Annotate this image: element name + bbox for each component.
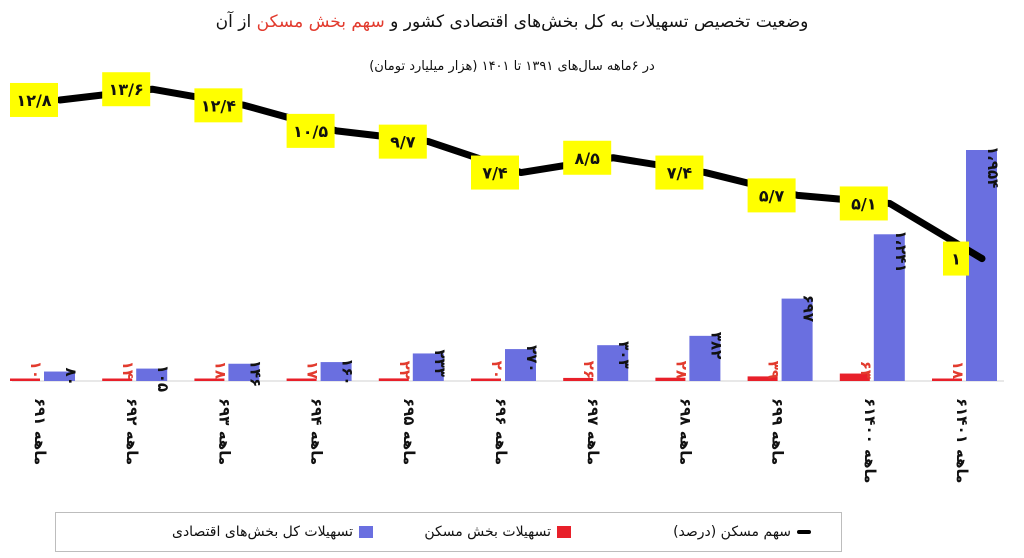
legend-label-housing: تسهیلات بخش مسکن bbox=[424, 524, 551, 540]
bar-housing bbox=[932, 378, 962, 381]
data-label-housing: ۲۶ bbox=[580, 361, 598, 379]
data-label-share-bg bbox=[102, 72, 151, 107]
data-label-share-bg bbox=[747, 178, 796, 213]
data-label-housing: ۶۳ bbox=[857, 361, 875, 379]
x-tick-label: ۶ماهه ۹۶ bbox=[492, 398, 510, 465]
x-tick-label: ۶ماهه ۹۵ bbox=[400, 398, 418, 465]
x-tick-label: ۶ماهه ۱۴۰۱ bbox=[953, 398, 971, 483]
legend-item-total: تسهیلات کل بخش‌های اقتصادی bbox=[172, 522, 373, 542]
bar-total bbox=[781, 298, 813, 381]
data-label-total: ۳۰۳ bbox=[615, 341, 633, 368]
bar-total bbox=[597, 345, 629, 381]
bar-housing bbox=[563, 377, 594, 381]
data-label-total: ۱،۲۴۱ bbox=[892, 230, 910, 272]
data-label-housing: ۱۸ bbox=[949, 361, 967, 379]
chart-title: وضعیت تخصیص تسهیلات به کل بخش‌های اقتصاد… bbox=[0, 12, 1024, 32]
bar-housing bbox=[10, 378, 40, 381]
data-label-total: ۲۷۰ bbox=[523, 345, 541, 372]
bar-total bbox=[689, 335, 721, 381]
legend-swatch-housing bbox=[557, 526, 571, 538]
bar-housing bbox=[839, 373, 870, 381]
legend-swatch-share bbox=[797, 530, 811, 534]
data-label-share: ۱ bbox=[951, 250, 961, 269]
legend-label-share: سهم مسکن (درصد) bbox=[673, 524, 791, 540]
bar-housing bbox=[655, 377, 686, 381]
data-label-share-bg bbox=[194, 88, 243, 123]
data-label-share: ۹/۷ bbox=[390, 133, 416, 152]
bar-total bbox=[136, 368, 168, 381]
data-label-total: ۳۸۲ bbox=[707, 332, 725, 359]
x-tick-label: ۶ماهه ۹۲ bbox=[123, 398, 141, 465]
bar-housing bbox=[286, 378, 317, 381]
data-label-share: ۷/۴ bbox=[482, 164, 508, 183]
data-label-share: ۱۰/۵ bbox=[293, 122, 328, 141]
x-tick-label: ۶ماهه ۹۳ bbox=[215, 398, 233, 465]
legend-item-housing: تسهیلات بخش مسکن bbox=[424, 522, 571, 542]
data-label-share-bg bbox=[286, 113, 335, 148]
title-part-2: از آن bbox=[215, 12, 252, 32]
x-tick-label: ۶ماهه ۹۹ bbox=[769, 398, 787, 465]
legend-label-total: تسهیلات کل بخش‌های اقتصادی bbox=[171, 524, 353, 540]
bar-total bbox=[873, 234, 905, 381]
x-tick-label: ۶ماهه ۹۸ bbox=[676, 398, 694, 465]
chart-subtitle: در ۶ماهه سال‌های ۱۳۹۱ تا ۱۴۰۱ (هزار میلی… bbox=[369, 59, 655, 74]
data-label-housing: ۲۸ bbox=[672, 361, 690, 379]
data-label-total: ۱،۹۵۴ bbox=[984, 146, 1002, 188]
legend-item-share: سهم مسکن (درصد) bbox=[673, 522, 811, 542]
x-tick-label: ۶ماهه ۹۱ bbox=[31, 398, 49, 465]
data-label-housing: ۳۹ bbox=[765, 361, 783, 379]
x-tick-label: ۶ماهه ۱۴۰۰ bbox=[861, 398, 879, 483]
data-label-share: ۷/۴ bbox=[667, 164, 693, 183]
data-label-housing: ۲۰ bbox=[488, 361, 506, 379]
data-label-housing: ۲۲ bbox=[396, 361, 414, 379]
bar-housing bbox=[747, 376, 778, 381]
data-label-share-bg bbox=[10, 82, 58, 117]
data-label-share-bg bbox=[839, 186, 888, 221]
data-label-share-bg bbox=[563, 140, 612, 175]
bar-total bbox=[228, 363, 260, 381]
data-label-share-bg bbox=[943, 241, 969, 276]
bar-total bbox=[505, 349, 536, 381]
data-label-housing: ۱۸ bbox=[211, 361, 229, 379]
bar-housing bbox=[378, 378, 409, 381]
legend-swatch-total bbox=[359, 526, 373, 538]
data-label-share-bg bbox=[655, 155, 704, 190]
data-label-share-bg bbox=[471, 155, 519, 190]
data-label-total: ۱۶۰ bbox=[339, 358, 357, 385]
x-tick-label: ۶ماهه ۹۴ bbox=[308, 398, 326, 465]
bar-total bbox=[320, 362, 352, 381]
data-label-housing: ۱۷ bbox=[304, 361, 322, 379]
data-label-total: ۱۰۵ bbox=[154, 365, 172, 392]
data-label-total: ۲۳۳ bbox=[431, 349, 449, 376]
data-label-share: ۵/۱ bbox=[851, 194, 876, 213]
x-tick-label: ۶ماهه ۹۷ bbox=[584, 398, 602, 465]
bar-housing bbox=[471, 378, 501, 381]
legend: سهم مسکن (درصد) تسهیلات بخش مسکن تسهیلات… bbox=[55, 512, 842, 552]
data-label-housing: ۱۴ bbox=[119, 361, 137, 379]
title-part-1: وضعیت تخصیص تسهیلات به کل بخش‌های اقتصاد… bbox=[390, 12, 809, 32]
data-label-total: ۱۴۶ bbox=[246, 360, 264, 387]
bar-housing bbox=[102, 378, 133, 381]
data-label-share: ۱۳/۶ bbox=[109, 80, 144, 99]
data-label-share: ۵/۷ bbox=[759, 186, 785, 205]
title-highlight: سهم بخش مسکن bbox=[256, 12, 385, 32]
data-label-housing: ۱۰ bbox=[27, 361, 45, 379]
data-label-total: ۶۹۷ bbox=[800, 295, 818, 322]
bar-total bbox=[966, 150, 997, 381]
data-label-share: ۸/۵ bbox=[575, 149, 601, 168]
data-label-total: ۸۰ bbox=[62, 368, 80, 386]
data-label-share: ۱۲/۸ bbox=[16, 91, 51, 110]
data-label-share-bg bbox=[378, 124, 427, 159]
data-label-share: ۱۲/۴ bbox=[201, 96, 236, 115]
bar-housing bbox=[194, 378, 225, 381]
bar-total bbox=[412, 353, 444, 381]
bar-total bbox=[44, 371, 75, 381]
